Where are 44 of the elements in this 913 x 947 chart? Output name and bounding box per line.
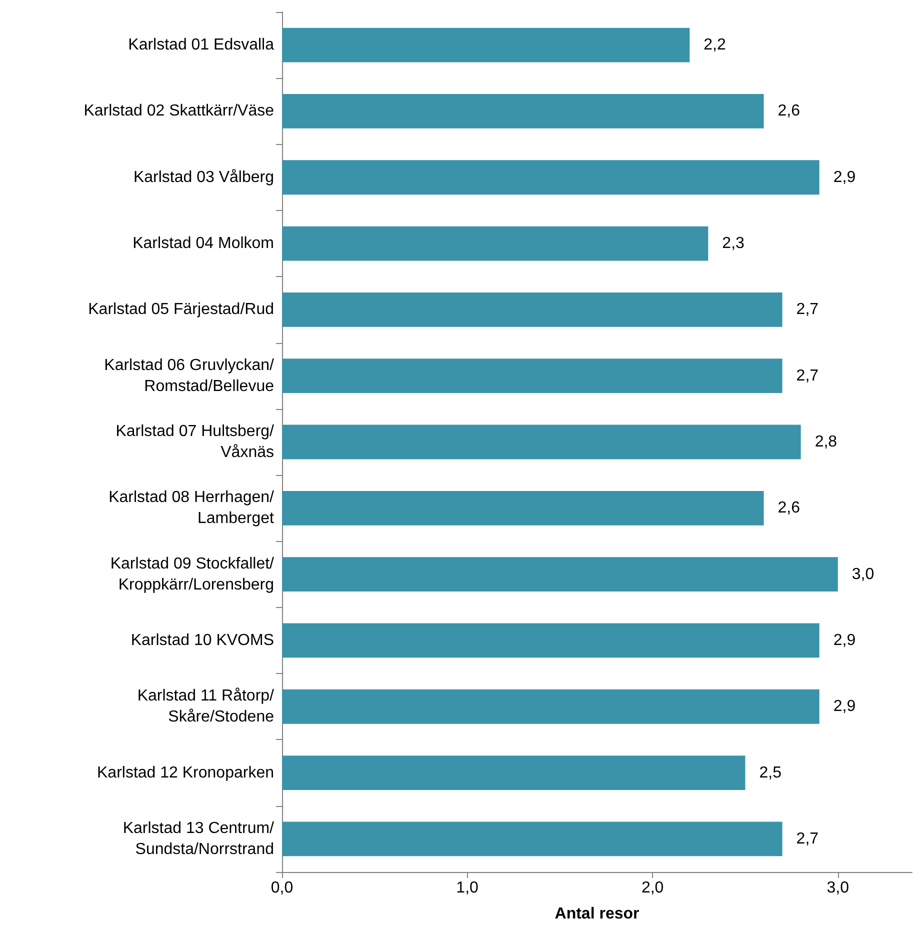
bar [282,226,708,261]
data-label: 2,3 [722,235,745,252]
x-tick-label: 3,0 [826,880,850,896]
y-tick-label: Karlstad 01 Edsvalla [128,36,274,54]
data-label: 2,9 [833,698,856,716]
y-tick-label: Karlstad 12 Kronoparken [97,764,274,782]
y-tick-label: Karlstad 10 KVOMS [130,632,274,649]
bar [282,292,782,327]
bar [282,822,782,856]
y-tick-label: Karlstad 06 Gruvlyckan/ Romstad/Bellevue [104,356,275,395]
bar [282,358,782,394]
y-tick-label: Karlstad 02 Skattkärr/Väse [84,102,274,120]
y-tick-label: Karlstad 13 Centrum/ Sundsta/Norrstrand [122,820,275,858]
y-tick-label: Karlstad 05 Färjestad/Rud [88,301,274,318]
y-tick-label: Karlstad 11 Råtorp/ Skåre/Stodene [137,688,275,726]
bar [282,94,764,128]
x-tick-label: 2,0 [641,880,664,896]
data-label: 2,9 [833,632,856,649]
data-label: 2,6 [778,102,800,120]
y-tick-label: Karlstad 08 Herrhagen/ Lamberget [108,489,275,528]
y-tick-label: Karlstad 04 Molkom [132,235,274,252]
bar [282,756,746,790]
data-label: 2,9 [833,168,856,186]
bar [282,424,801,460]
data-label: 2,2 [704,36,726,54]
data-label: 2,8 [814,434,838,450]
x-axis-title: Antal resor [554,906,640,922]
bar [282,28,690,62]
x-tick-label: 0,0 [270,880,294,896]
bar [282,160,820,195]
data-label: 3,0 [852,566,874,583]
data-label: 2,5 [759,764,782,782]
x-tick-label: 1,0 [456,880,479,896]
data-label: 2,7 [796,830,819,848]
bar [282,689,820,724]
data-label: 2,6 [778,500,800,517]
bar [282,490,764,526]
y-tick-label: Karlstad 09 Stockfallet/ Kroppkärr/Lorensberg [110,555,275,594]
data-label: 2,7 [796,367,819,384]
data-label: 2,7 [796,301,819,318]
y-tick-label: Karlstad 07 Hultsberg/ Våxnäs [116,423,275,461]
bar [282,623,820,658]
bar [282,557,838,592]
y-tick-label: Karlstad 03 Vålberg [133,168,274,186]
